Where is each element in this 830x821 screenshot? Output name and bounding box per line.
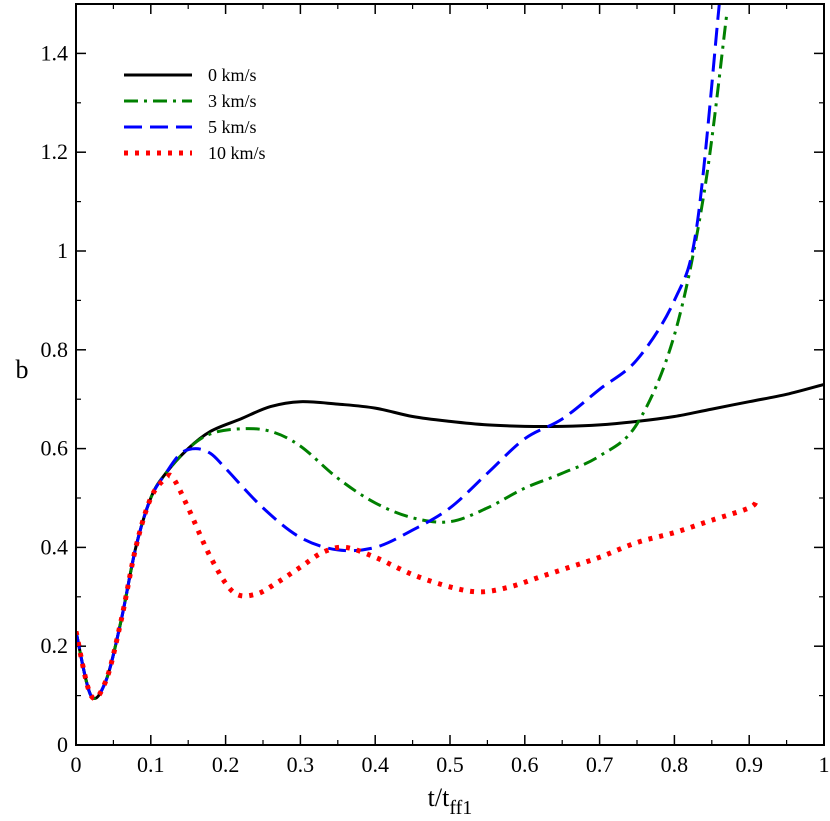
series-line-3	[76, 472, 759, 701]
legend-label: 5 km/s	[208, 117, 257, 137]
x-tick-label: 0.5	[436, 752, 464, 777]
y-tick-label: 1.4	[41, 40, 69, 65]
x-axis-title-main: t/t	[428, 783, 450, 812]
x-tick-label: 0.3	[287, 752, 315, 777]
y-tick-label: 1	[57, 238, 68, 263]
y-tick-label: 1.2	[41, 139, 69, 164]
plot-frame	[75, 3, 825, 746]
y-axis-title: b	[16, 355, 29, 384]
series-line-1	[76, 13, 729, 700]
y-tick-label: 0.6	[41, 436, 69, 461]
series-line-2	[76, 4, 721, 700]
x-axis-title: t/tff1	[428, 783, 473, 819]
y-tick-label: 0.2	[41, 633, 69, 658]
y-tick-label: 0.4	[41, 534, 69, 559]
x-tick-label: 0.7	[586, 752, 614, 777]
legend-label: 3 km/s	[208, 91, 257, 111]
x-tick-label: 0.4	[361, 752, 389, 777]
y-tick-label: 0.8	[41, 337, 69, 362]
tick-marks	[75, 4, 825, 746]
series-lines	[76, 4, 824, 701]
x-tick-label: 0.9	[735, 752, 763, 777]
x-axis-title-subscript: ff1	[449, 797, 472, 819]
series-line-0	[76, 382, 824, 700]
x-tick-label: 0.2	[212, 752, 240, 777]
legend-label: 10 km/s	[208, 143, 266, 163]
x-tick-label: 0.6	[511, 752, 539, 777]
tick-labels: 0 0.1 0.2 0.3 0.4 0.5 0.6 0.7 0.8 0.9 1 0 0.2 0.4 0.6 0…	[41, 40, 830, 777]
x-tick-label: 0.8	[661, 752, 689, 777]
y-tick-label: 0	[57, 732, 68, 757]
legend-label: 0 km/s	[208, 65, 257, 85]
legend: 0 km/s 3 km/s 5 km/s 10 km/s	[124, 65, 266, 163]
x-tick-label: 1	[819, 752, 830, 777]
x-tick-label: 0.1	[137, 752, 165, 777]
x-tick-label: 0	[71, 752, 82, 777]
